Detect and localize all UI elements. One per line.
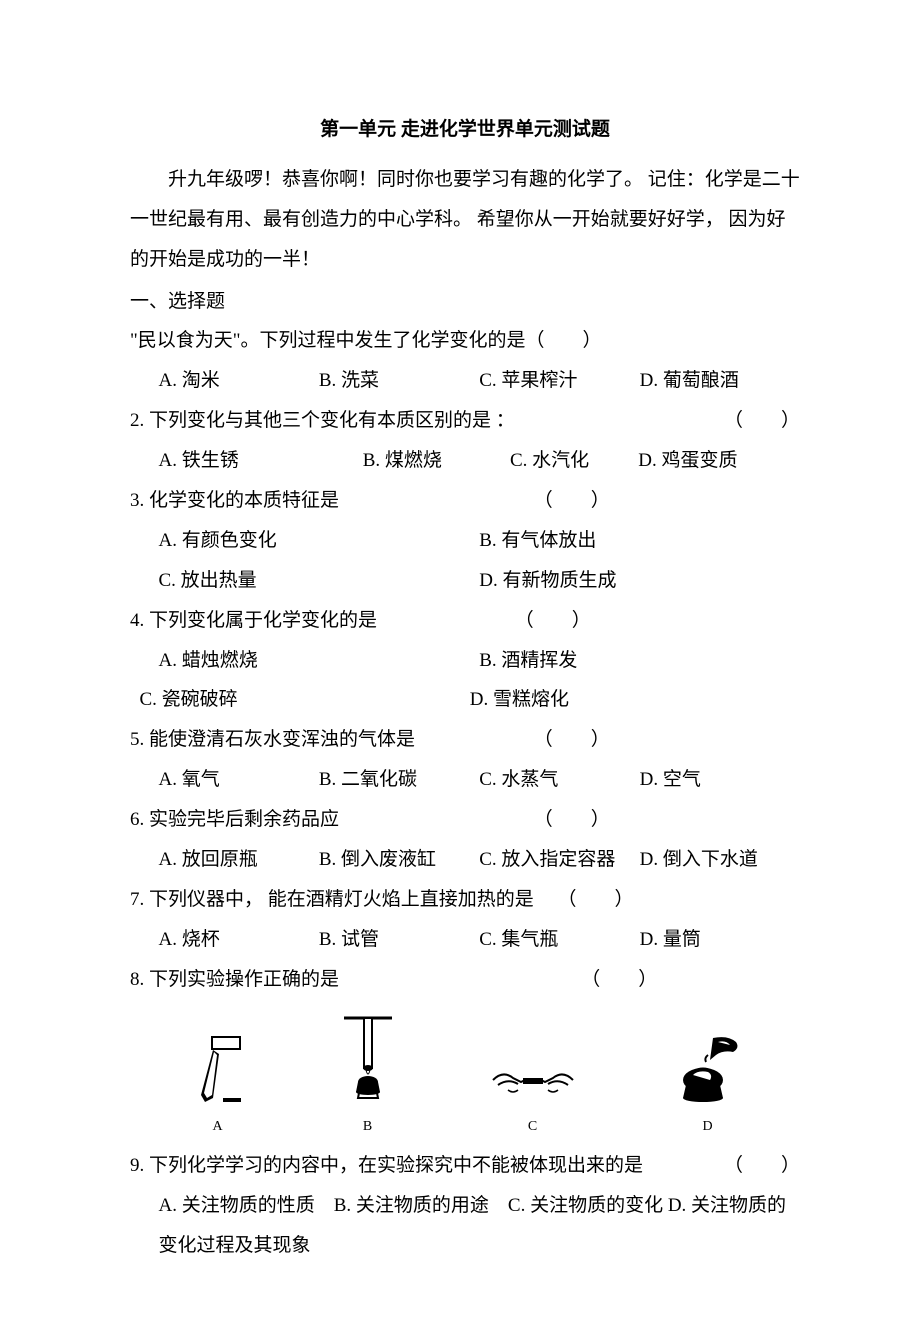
- q7-options: A. 烧杯 B. 试管 C. 集气瓶 D. 量筒: [130, 920, 800, 960]
- q5-options: A. 氧气 B. 二氧化碳 C. 水蒸气 D. 空气: [130, 760, 800, 800]
- page-title: 第一单元 走进化学世界单元测试题: [130, 110, 800, 150]
- q7-opt-a: A. 烧杯: [159, 920, 319, 960]
- q1-opt-a: A. 淘米: [159, 361, 319, 401]
- q2-paren: （ ）: [724, 401, 800, 441]
- q8-stem: 8. 下列实验操作正确的是: [130, 969, 339, 990]
- q4-options-row1: A. 蜡烛燃烧 B. 酒精挥发: [130, 641, 800, 681]
- q8-image-c: C: [483, 1050, 583, 1141]
- q4-opt-a: A. 蜡烛燃烧: [159, 641, 480, 681]
- question-1: "民以食为天"。下列过程中发生了化学变化的是（ ） A. 淘米 B. 洗菜 C.…: [130, 321, 800, 401]
- q2-opt-d: D. 鸡蛋变质: [638, 441, 737, 481]
- q7-opt-b: B. 试管: [319, 920, 479, 960]
- q1-opt-c: C. 苹果榨汁: [479, 361, 639, 401]
- q8-image-a: A: [183, 1030, 253, 1141]
- q8-images: A B C: [130, 1000, 800, 1146]
- q8-label-d: D: [668, 1112, 748, 1141]
- q1-options: A. 淘米 B. 洗菜 C. 苹果榨汁 D. 葡萄酿酒: [130, 361, 800, 401]
- question-3: 3. 化学变化的本质特征是 （ ） A. 有颜色变化 B. 有气体放出 C. 放…: [130, 481, 800, 601]
- q6-opt-d: D. 倒入下水道: [640, 840, 800, 880]
- question-2: （ ） 2. 下列变化与其他三个变化有本质区别的是 ： A. 铁生锈 B. 煤燃…: [130, 401, 800, 481]
- q3-options-row1: A. 有颜色变化 B. 有气体放出: [130, 521, 800, 561]
- question-6: 6. 实验完毕后剩余药品应 （ ） A. 放回原瓶 B. 倒入废液缸 C. 放入…: [130, 800, 800, 880]
- q6-opt-a: A. 放回原瓶: [159, 840, 319, 880]
- q4-opt-b: B. 酒精挥发: [479, 641, 800, 681]
- intro-paragraph: 升九年级啰！恭喜你啊！同时你也要学习有趣的化学了。 记住：化学是二十一世纪最有用…: [130, 160, 800, 280]
- q3-stem: 3. 化学变化的本质特征是: [130, 490, 339, 511]
- q3-paren: （ ）: [534, 490, 610, 511]
- question-5: 5. 能使澄清石灰水变浑浊的气体是 （ ） A. 氧气 B. 二氧化碳 C. 水…: [130, 720, 800, 800]
- q3-opt-a: A. 有颜色变化: [159, 521, 480, 561]
- q2-opt-c: C. 水汽化: [510, 441, 634, 481]
- q1-stem: "民以食为天"。下列过程中发生了化学变化的是（ ）: [130, 321, 800, 361]
- q6-options: A. 放回原瓶 B. 倒入废液缸 C. 放入指定容器 D. 倒入下水道: [130, 840, 800, 880]
- q3-opt-b: B. 有气体放出: [479, 521, 800, 561]
- q5-opt-d: D. 空气: [640, 760, 800, 800]
- q5-opt-a: A. 氧气: [159, 760, 319, 800]
- q4-stem: 4. 下列变化属于化学变化的是: [130, 610, 377, 631]
- q8-image-d: D: [668, 1030, 748, 1141]
- question-7: 7. 下列仪器中， 能在酒精灯火焰上直接加热的是 （ ） A. 烧杯 B. 试管…: [130, 880, 800, 960]
- q7-opt-d: D. 量筒: [640, 920, 800, 960]
- q6-paren: （ ）: [534, 809, 610, 830]
- q3-opt-d: D. 有新物质生成: [479, 561, 800, 601]
- q4-opt-c: C. 瓷碗破碎: [130, 680, 470, 720]
- q7-paren: （ ）: [558, 889, 634, 910]
- q6-opt-c: C. 放入指定容器: [479, 840, 639, 880]
- question-4: 4. 下列变化属于化学变化的是 （ ） A. 蜡烛燃烧 B. 酒精挥发 C. 瓷…: [130, 601, 800, 721]
- q4-options-row2: C. 瓷碗破碎 D. 雪糕熔化: [130, 680, 800, 720]
- q2-options: A. 铁生锈 B. 煤燃烧 C. 水汽化 D. 鸡蛋变质: [130, 441, 800, 481]
- question-8: 8. 下列实验操作正确的是 （ ） A: [130, 960, 800, 1146]
- q3-options-row2: C. 放出热量 D. 有新物质生成: [130, 561, 800, 601]
- q4-paren: （ ）: [515, 610, 591, 631]
- q1-opt-d: D. 葡萄酿酒: [640, 361, 800, 401]
- q8-label-b: B: [338, 1112, 398, 1141]
- q8-paren: （ ）: [581, 969, 657, 990]
- q7-stem: 7. 下列仪器中， 能在酒精灯火焰上直接加热的是: [130, 889, 534, 910]
- q9-options: A. 关注物质的性质 B. 关注物质的用途 C. 关注物质的变化 D. 关注物质…: [130, 1186, 800, 1266]
- q2-opt-a: A. 铁生锈: [159, 441, 359, 481]
- question-9: （ ） 9. 下列化学学习的内容中，在实验探究中不能被体现出来的是 A. 关注物…: [130, 1146, 800, 1266]
- q3-opt-c: C. 放出热量: [159, 561, 480, 601]
- q8-image-b: B: [338, 1010, 398, 1141]
- q2-opt-b: B. 煤燃烧: [363, 441, 506, 481]
- q4-opt-d: D. 雪糕熔化: [470, 680, 800, 720]
- q8-label-c: C: [483, 1112, 583, 1141]
- q6-stem: 6. 实验完毕后剩余药品应: [130, 809, 339, 830]
- q2-stem: 2. 下列变化与其他三个变化有本质区别的是 ：: [130, 410, 515, 431]
- q5-paren: （ ）: [534, 729, 610, 750]
- q1-opt-b: B. 洗菜: [319, 361, 479, 401]
- q9-stem: 9. 下列化学学习的内容中，在实验探究中不能被体现出来的是: [130, 1155, 643, 1176]
- q8-label-a: A: [183, 1112, 253, 1141]
- q5-stem: 5. 能使澄清石灰水变浑浊的气体是: [130, 729, 415, 750]
- q6-opt-b: B. 倒入废液缸: [319, 840, 479, 880]
- section-1-header: 一、选择题: [130, 282, 800, 322]
- q9-paren: （ ）: [724, 1146, 800, 1186]
- q5-opt-c: C. 水蒸气: [479, 760, 639, 800]
- q5-opt-b: B. 二氧化碳: [319, 760, 479, 800]
- q7-opt-c: C. 集气瓶: [479, 920, 639, 960]
